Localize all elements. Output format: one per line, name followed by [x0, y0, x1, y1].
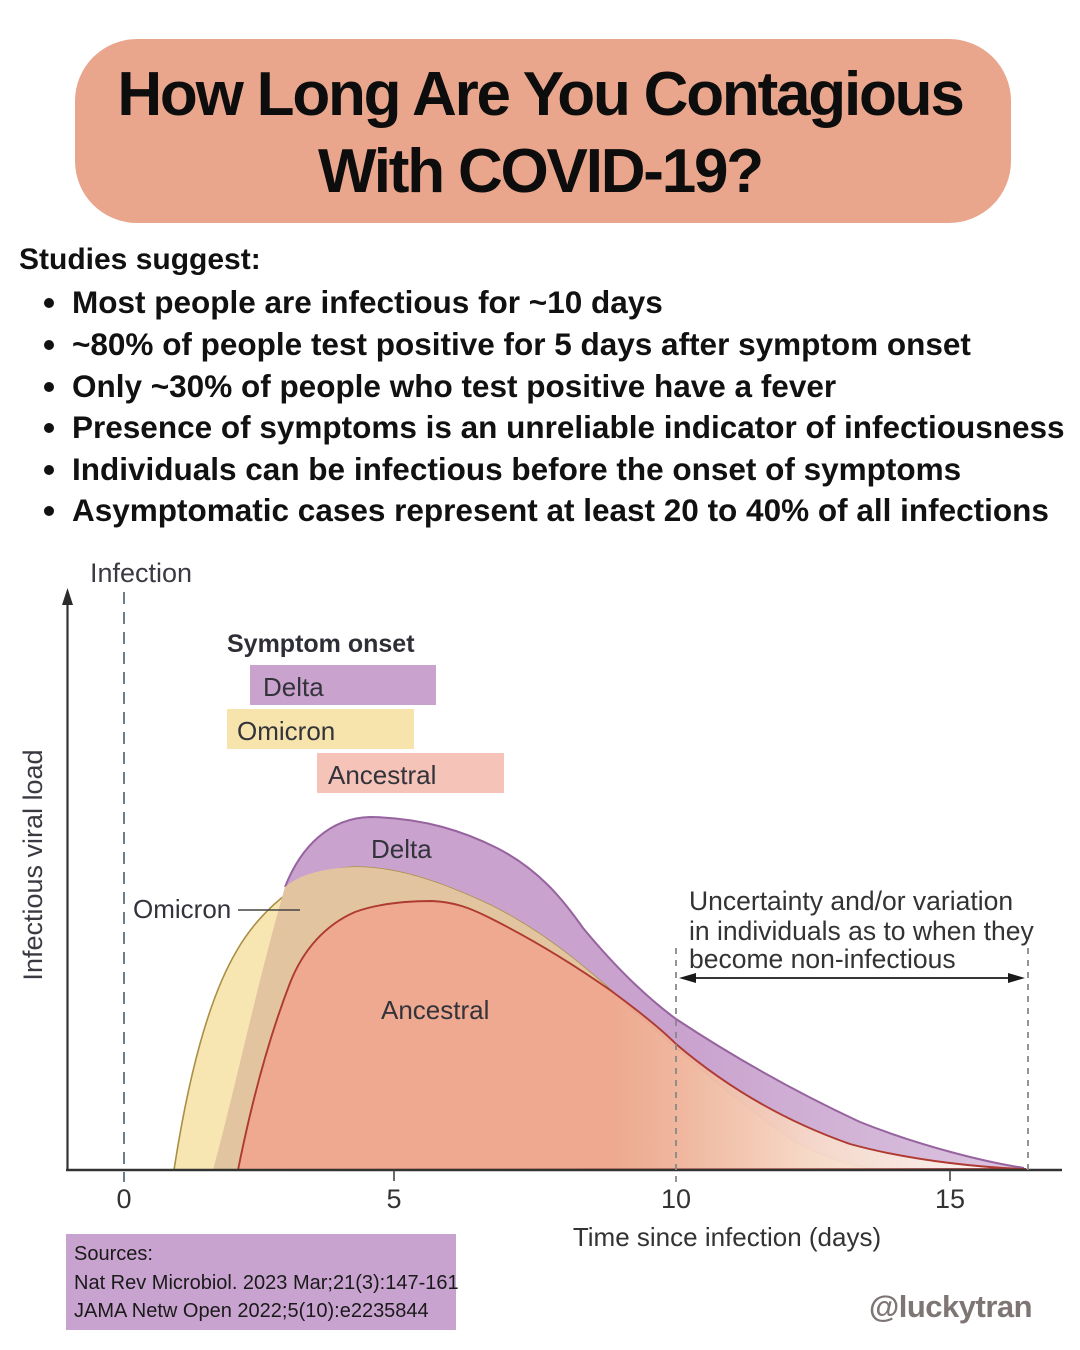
svg-text:5: 5 — [386, 1184, 401, 1214]
svg-text:in individuals as to when they: in individuals as to when they — [689, 916, 1034, 946]
svg-text:Infectious viral load: Infectious viral load — [18, 749, 48, 980]
svg-text:Delta: Delta — [263, 672, 324, 702]
svg-text:Omicron: Omicron — [237, 716, 335, 746]
svg-text:Symptom onset: Symptom onset — [227, 630, 415, 658]
svg-text:become non-infectious: become non-infectious — [689, 944, 956, 974]
svg-text:Uncertainty and/or variation: Uncertainty and/or variation — [689, 886, 1013, 916]
svg-text:Omicron: Omicron — [133, 894, 231, 924]
svg-text:0: 0 — [116, 1184, 131, 1214]
svg-text:Ancestral: Ancestral — [328, 760, 436, 790]
svg-text:10: 10 — [661, 1184, 691, 1214]
svg-text:Ancestral: Ancestral — [381, 995, 489, 1025]
svg-text:Time since infection (days): Time since infection (days) — [573, 1222, 881, 1252]
svg-text:15: 15 — [935, 1184, 965, 1214]
svg-text:Delta: Delta — [371, 834, 432, 864]
svg-text:Infection: Infection — [90, 558, 192, 588]
